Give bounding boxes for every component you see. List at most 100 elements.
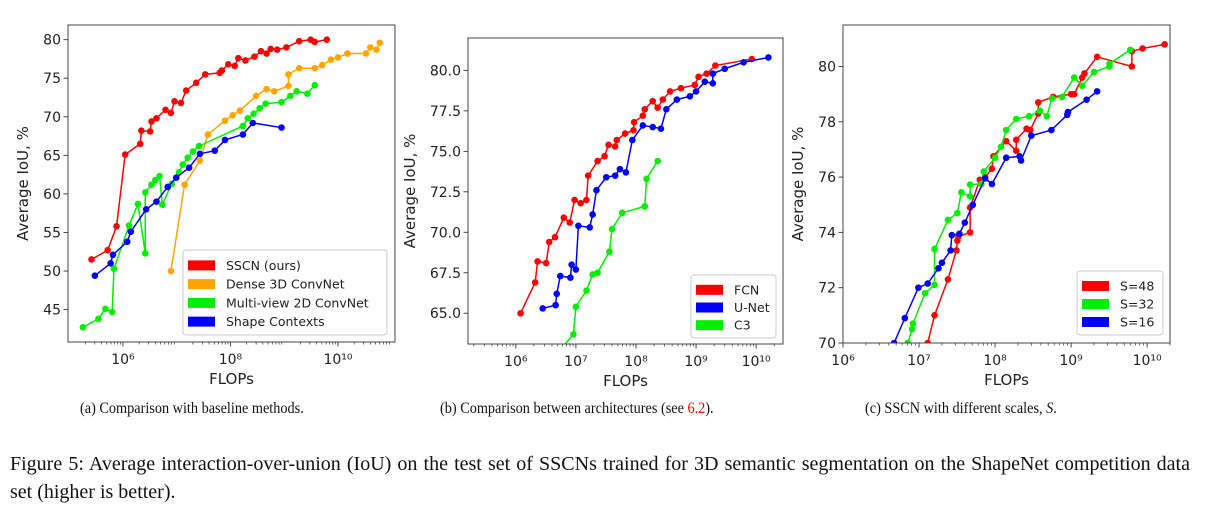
data-point (152, 176, 159, 184)
series-sscn-ours- (88, 36, 331, 263)
data-point (921, 289, 929, 297)
data-point (153, 115, 160, 122)
data-point (611, 172, 619, 179)
legend: SSCN (ours) Dense 3D ConvNet Multi-view 2D… (182, 249, 388, 336)
data-point (924, 339, 931, 343)
data-point (740, 58, 747, 66)
legend-label: S=48 (1120, 279, 1154, 294)
data-point (334, 54, 342, 61)
subcaption-b: (b) Comparison between architectures (se… (440, 400, 714, 418)
data-point (283, 44, 290, 51)
data-point (571, 196, 578, 204)
data-point (196, 150, 204, 158)
data-point (239, 122, 247, 130)
data-point (1078, 82, 1086, 90)
data-point (1012, 115, 1020, 123)
data-point (113, 223, 120, 230)
data-point (643, 175, 650, 183)
data-point (583, 196, 590, 204)
data-point (709, 70, 717, 77)
legend-swatch (1082, 317, 1109, 327)
data-point (201, 71, 209, 78)
data-point (107, 260, 114, 267)
data-point (966, 193, 974, 200)
data-point (263, 50, 270, 57)
data-point (542, 259, 550, 267)
data-point (618, 209, 626, 217)
data-point (552, 301, 559, 309)
data-point (252, 92, 260, 100)
series-shape-contexts (91, 119, 285, 279)
data-point (125, 222, 133, 229)
data-point (95, 315, 102, 323)
y-tick-label: 45 (43, 303, 61, 319)
section-reference-link[interactable]: 6.2 (687, 400, 706, 417)
data-point (1048, 126, 1055, 134)
data-point (539, 305, 546, 312)
subcaption-a: (a) Comparison with baseline methods. (80, 400, 304, 418)
series-c3 (564, 157, 662, 344)
data-point (908, 325, 916, 333)
legend-swatch (696, 284, 723, 295)
figure-charts: 10⁶ 10⁸ 10¹⁰ 45 50 55 60 65 70 75 80 FLOPs Average I… (14, 24, 1171, 390)
data-point (531, 279, 539, 286)
y-tick-label: 74 (818, 225, 836, 241)
data-point (1126, 46, 1134, 54)
data-point (229, 111, 236, 119)
legend-swatch (1082, 281, 1109, 291)
data-point (121, 151, 129, 158)
data-point (108, 308, 116, 316)
data-point (765, 54, 772, 61)
data-point (104, 246, 111, 254)
data-point (924, 280, 931, 287)
subcaption-c-text-end: . (1053, 400, 1057, 417)
data-point (904, 339, 912, 343)
data-point (373, 46, 380, 53)
data-point (287, 92, 294, 100)
data-point (293, 88, 300, 95)
data-point (221, 136, 229, 144)
legend-swatch (188, 297, 215, 308)
data-point (629, 136, 636, 144)
data-point (189, 148, 197, 155)
data-point (148, 118, 155, 125)
data-point (136, 140, 144, 148)
data-point (1128, 63, 1136, 70)
data-point (367, 44, 374, 51)
y-tick-label: 65 (43, 148, 61, 164)
series-s-32 (904, 46, 1134, 343)
data-point (110, 265, 118, 273)
data-point (242, 57, 249, 64)
data-point (938, 259, 946, 267)
data-point (148, 181, 155, 188)
data-point (988, 165, 996, 173)
data-point (931, 281, 938, 289)
data-point (153, 198, 160, 205)
x-tick-label: 10⁶ (831, 353, 855, 369)
x-tick-label: 10⁷ (564, 354, 587, 370)
data-point (177, 99, 185, 107)
data-point (224, 61, 232, 68)
y-tick-label: 78 (818, 115, 836, 131)
scale-symbol: S (1046, 400, 1054, 417)
data-point (141, 189, 149, 196)
data-point (935, 265, 942, 272)
data-point (956, 230, 963, 238)
data-point (270, 88, 278, 95)
data-point (703, 70, 710, 77)
legend-swatch (1082, 299, 1109, 309)
data-point (127, 228, 135, 236)
data-point (709, 80, 717, 87)
data-point (568, 261, 575, 268)
data-point (567, 274, 574, 281)
data-point (262, 100, 269, 107)
data-point (654, 157, 662, 165)
y-axis-label: Average IoU, % (14, 126, 32, 241)
y-tick-label: 65.0 (430, 306, 461, 322)
y-axis-label: Average IoU, % (401, 134, 419, 249)
data-point (1083, 96, 1090, 103)
chart-b: 10⁶ 10⁷ 10⁸ 10⁹ 10¹⁰ 65.0 67.5 70.0 72.5 75.0 77.5… (401, 37, 784, 390)
data-point (156, 172, 163, 180)
x-tick-label: 10⁶ (111, 352, 135, 368)
data-point (545, 238, 553, 246)
